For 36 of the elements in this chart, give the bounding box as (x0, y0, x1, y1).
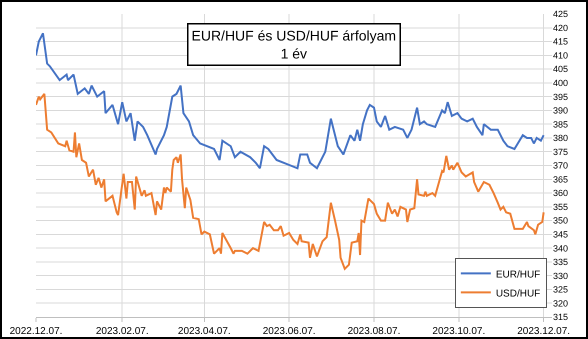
x-tick-label: 2022.12.07. (10, 326, 62, 337)
legend-label: EUR/HUF (496, 269, 540, 280)
x-tick-label: 2023.02.07. (96, 326, 149, 337)
y-tick-label: 425 (553, 9, 568, 20)
x-tick-label: 2023.08.07. (348, 326, 400, 337)
text: 1 év (280, 46, 308, 62)
y-tick-label: 335 (553, 257, 568, 268)
y-tick-label: 405 (553, 64, 568, 74)
y-tick-label: 375 (553, 146, 568, 157)
y-tick-label: 400 (553, 78, 568, 88)
y-tick-label: 340 (553, 243, 568, 254)
y-tick-label: 395 (553, 92, 568, 102)
y-tick-label: 330 (553, 270, 568, 281)
y-tick-label: 345 (553, 230, 568, 240)
y-tick-label: 355 (553, 202, 568, 212)
y-tick-label: 385 (553, 119, 568, 130)
line-series (36, 32, 545, 170)
y-tick-label: 370 (553, 160, 568, 171)
y-tick-label: 415 (553, 36, 568, 47)
y-tick-label: 420 (553, 22, 568, 33)
y-tick-label: 365 (553, 174, 568, 184)
x-tick-label: 2023.12.07. (517, 326, 570, 337)
y-tick-label: 325 (553, 284, 568, 295)
line-series (36, 92, 545, 270)
y-tick-label: 380 (553, 133, 568, 144)
y-tick-label: 410 (553, 50, 568, 60)
x-tick-label: 2023.04.07. (178, 326, 231, 337)
y-tick-label: 320 (553, 298, 568, 308)
y-tick-label: 315 (553, 312, 568, 322)
x-tick-label: 2023.06.07. (262, 326, 316, 337)
y-tick-label: 390 (553, 106, 568, 116)
y-tick-label: 350 (553, 216, 568, 226)
y-tick-label: 360 (553, 188, 568, 198)
text: EUR/HUF és USD/HUF árfolyam (192, 28, 396, 44)
x-tick-label: 2023.10.07. (432, 326, 486, 337)
legend-label: USD/HUF (496, 288, 540, 300)
